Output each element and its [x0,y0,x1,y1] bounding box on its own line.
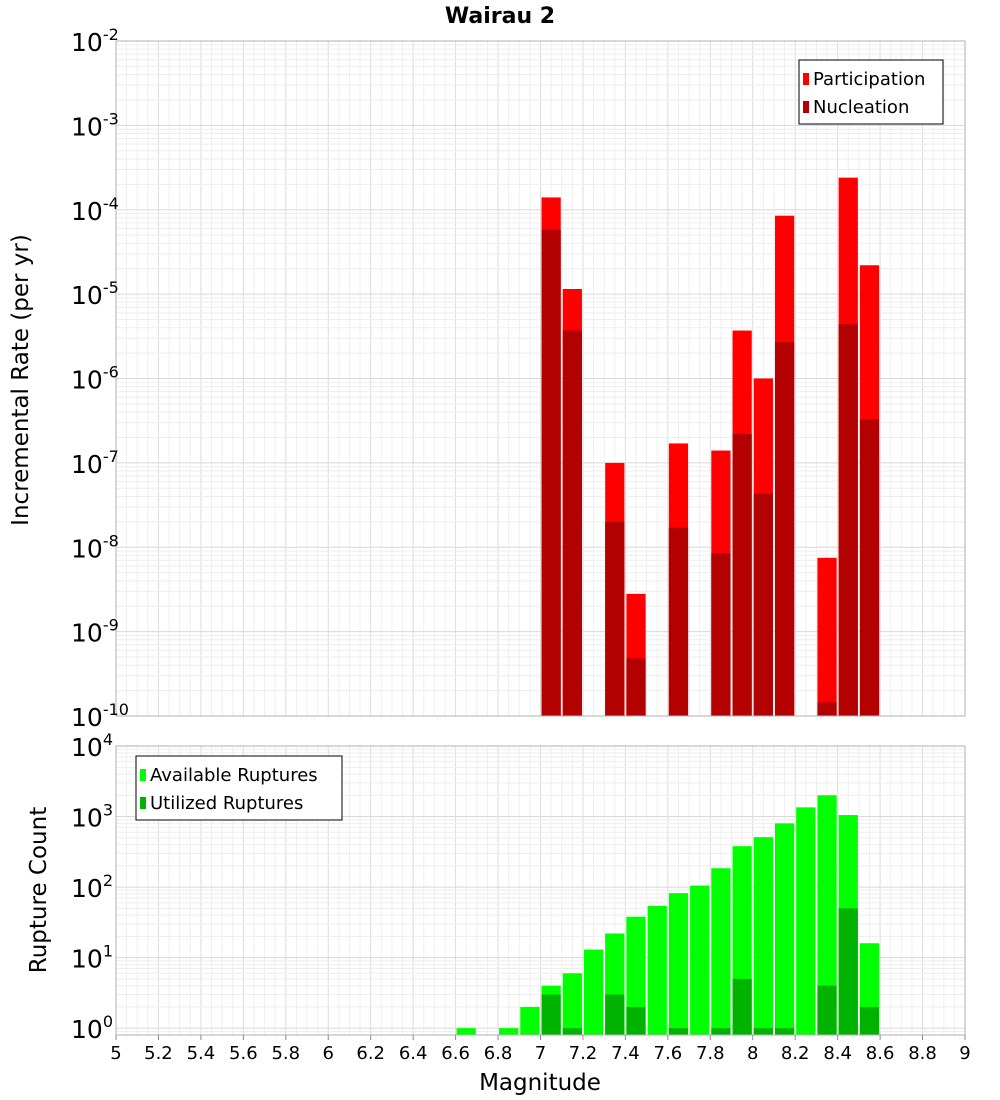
top-y-tick-label: 10-3 [71,109,119,141]
bottom-bar-utilized-ruptures [859,1006,880,1035]
top-bar-nucleation [732,433,752,716]
bottom-y-axis-label: Rupture Count [26,807,52,973]
bottom-bar-utilized-ruptures [711,1028,731,1035]
x-tick-label: 5.8 [271,1043,300,1064]
top-y-tick-label: 10-2 [71,25,119,57]
bottom-legend-box [135,755,343,821]
bottom-bar-available-ruptures [753,837,773,1035]
bottom-bar-utilized-ruptures [774,1028,795,1035]
top-bar-nucleation [774,342,795,716]
bottom-legend-swatch [140,797,146,809]
bottom-bar-utilized-ruptures [605,994,625,1035]
top-y-tick-label: 10-4 [71,194,119,226]
top-y-tick-label: 10-8 [71,531,119,563]
top-bar-nucleation [838,324,858,716]
bottom-bar-utilized-ruptures [541,994,561,1035]
bottom-bar-available-ruptures [690,885,710,1035]
top-bar-nucleation [541,229,561,717]
bottom-legend-swatch [140,769,146,781]
bottom-bar-available-ruptures [456,1028,476,1035]
top-bar-nucleation [753,493,773,716]
bottom-y-tick-label: 101 [71,942,113,974]
bottom-bar-available-ruptures [796,807,816,1035]
x-axis-label: Magnitude [479,1070,601,1096]
bottom-bar-available-ruptures [626,916,646,1035]
bottom-bar-available-ruptures [774,823,795,1035]
top-rate-panel: 10-2 10-3 10-4 10-5 10-6 10-7 10-8 10-9 10-10 Par… [71,25,966,732]
x-tick-label: 7.2 [569,1043,598,1064]
x-tick-label: 6 [323,1043,334,1064]
top-bar-nucleation [711,553,731,716]
bottom-bar-utilized-ruptures [732,978,752,1035]
bottom-bar-utilized-ruptures [753,1028,773,1035]
top-y-tick-label: 10-9 [71,616,119,648]
x-tick-label: 7 [535,1043,546,1064]
chart-title: Wairau 2 [445,4,555,29]
bottom-bar-available-ruptures [562,973,582,1035]
x-tick-label: 6.2 [356,1043,385,1064]
top-legend: Participation Nucleation [798,59,944,125]
top-bar-nucleation [668,527,689,716]
bottom-bar-available-ruptures [668,893,689,1035]
top-legend-label: Nucleation [813,97,909,118]
x-tick-label: 8.2 [781,1043,810,1064]
x-tick-label: 5.6 [229,1043,258,1064]
bottom-bar-utilized-ruptures [668,1028,689,1035]
top-bar-nucleation [605,521,625,716]
x-tick-label: 9 [959,1043,970,1064]
x-tick-label: 6.4 [399,1043,428,1064]
bottom-bar-available-ruptures [817,795,837,1035]
top-y-tick-label: 10-6 [71,363,119,395]
bottom-legend-label: Utilized Ruptures [150,793,303,814]
top-legend-box [798,59,944,125]
x-tick-label: 6.8 [484,1043,513,1064]
x-tick-label: 6.6 [441,1043,470,1064]
x-tick-label: 5.2 [144,1043,173,1064]
bottom-bar-available-ruptures [499,1028,519,1035]
top-legend-swatch [803,73,809,85]
top-plot-frame [115,40,966,717]
x-tick-label: 8.8 [908,1043,937,1064]
x-tick-label: 8.6 [866,1043,895,1064]
top-y-tick-label: 10-10 [71,700,129,732]
bottom-y-tick-label: 100 [71,1012,113,1044]
top-bar-participation [817,557,837,716]
top-bar-nucleation [626,658,646,716]
top-y-axis-label: Incremental Rate (per yr) [8,234,34,526]
x-tick-label: 8 [747,1043,758,1064]
top-bar-nucleation [859,419,880,716]
bottom-legend: Available Ruptures Utilized Ruptures [135,755,343,821]
bottom-bar-utilized-ruptures [562,1028,582,1035]
top-legend-swatch [803,101,809,113]
x-tick-label: 7.8 [696,1043,725,1064]
x-tick-label: 8.4 [823,1043,852,1064]
top-legend-label: Participation [813,69,925,90]
bottom-bar-available-ruptures [520,1006,540,1035]
x-tick-label: 5 [110,1043,121,1064]
bottom-bar-utilized-ruptures [626,1006,646,1035]
top-bar-nucleation [817,702,837,716]
bottom-bar-available-ruptures [711,868,731,1035]
x-tick-label: 7.4 [611,1043,640,1064]
top-bar-nucleation [562,330,582,716]
bottom-bar-utilized-ruptures [838,908,858,1035]
bottom-y-tick-label: 102 [71,871,113,903]
bottom-y-tick-label: 103 [71,801,113,833]
bottom-bar-utilized-ruptures [817,985,837,1035]
x-tick-label: 5.4 [187,1043,216,1064]
x-tick-label: 7.6 [654,1043,683,1064]
bottom-legend-label: Available Ruptures [150,765,318,786]
top-y-tick-label: 10-7 [71,447,119,479]
bottom-y-tick-label: 104 [71,730,113,762]
bottom-bar-available-ruptures [583,949,604,1035]
top-y-tick-label: 10-5 [71,278,119,310]
bottom-bar-available-ruptures [647,905,667,1035]
